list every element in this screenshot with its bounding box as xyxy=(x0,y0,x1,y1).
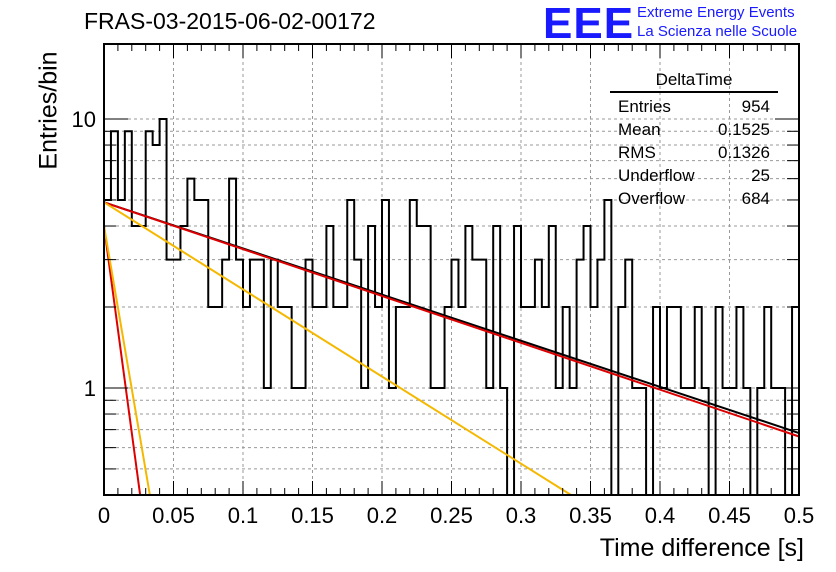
logo-line-2: La Scienza nelle Scuole xyxy=(637,23,798,40)
stats-value: 25 xyxy=(751,165,770,185)
logo-line-1: Extreme Energy Events xyxy=(637,4,795,21)
x-tick-label: 0.5 xyxy=(784,503,815,528)
fit-curves xyxy=(103,201,800,496)
stats-label: RMS xyxy=(618,142,656,162)
stats-row-entries: Entries 954 xyxy=(610,95,778,118)
x-tick-label: 0.35 xyxy=(569,503,612,528)
fit-line xyxy=(103,225,142,496)
eee-logo: EEE xyxy=(543,0,635,48)
x-tick-label: 0.3 xyxy=(506,503,537,528)
stats-value: 0.1525 xyxy=(718,119,770,139)
histogram-steps xyxy=(104,117,799,496)
x-tick-label: 0.2 xyxy=(367,503,398,528)
stats-box: DeltaTime Entries 954 Mean 0.1525 RMS 0.132… xyxy=(610,70,778,210)
x-tick-label: 0.1 xyxy=(228,503,259,528)
stats-label: Entries xyxy=(618,96,671,116)
stats-value: 954 xyxy=(741,96,770,116)
x-tick-label: 0.4 xyxy=(645,503,676,528)
stats-row-mean: Mean 0.1525 xyxy=(610,118,778,141)
tick-labels: 0 0.05 0.1 0.15 0.2 0.25 0.3 0.35 0.4 0.45 0.5 1 10 xyxy=(72,107,815,528)
chart-title: FRAS-03-2015-06-02-00172 xyxy=(84,8,376,34)
axis-ticks xyxy=(103,44,800,496)
y-axis-label: Entries/bin xyxy=(34,51,63,170)
y-tick-label: 1 xyxy=(84,376,96,401)
stats-value: 684 xyxy=(741,188,770,208)
stats-label: Underflow xyxy=(618,165,695,185)
x-tick-label: 0.25 xyxy=(430,503,473,528)
stats-value: 0.1326 xyxy=(718,142,770,162)
stats-row-overflow: Overflow 684 xyxy=(610,187,778,210)
x-axis-label: Time difference [s] xyxy=(599,534,804,562)
x-tick-label: 0.15 xyxy=(291,503,334,528)
fit-line xyxy=(103,201,572,496)
x-tick-label: 0 xyxy=(98,503,110,528)
stats-label: Mean xyxy=(618,119,661,139)
stats-header: DeltaTime xyxy=(610,70,778,93)
y-tick-label: 10 xyxy=(72,107,96,132)
x-tick-label: 0.45 xyxy=(708,503,751,528)
stats-row-underflow: Underflow 25 xyxy=(610,164,778,187)
fit-line xyxy=(103,201,800,438)
histogram xyxy=(104,117,799,496)
fit-line xyxy=(103,225,151,496)
x-tick-label: 0.05 xyxy=(152,503,195,528)
stats-row-rms: RMS 0.1326 xyxy=(610,141,778,164)
stats-label: Overflow xyxy=(618,188,686,208)
